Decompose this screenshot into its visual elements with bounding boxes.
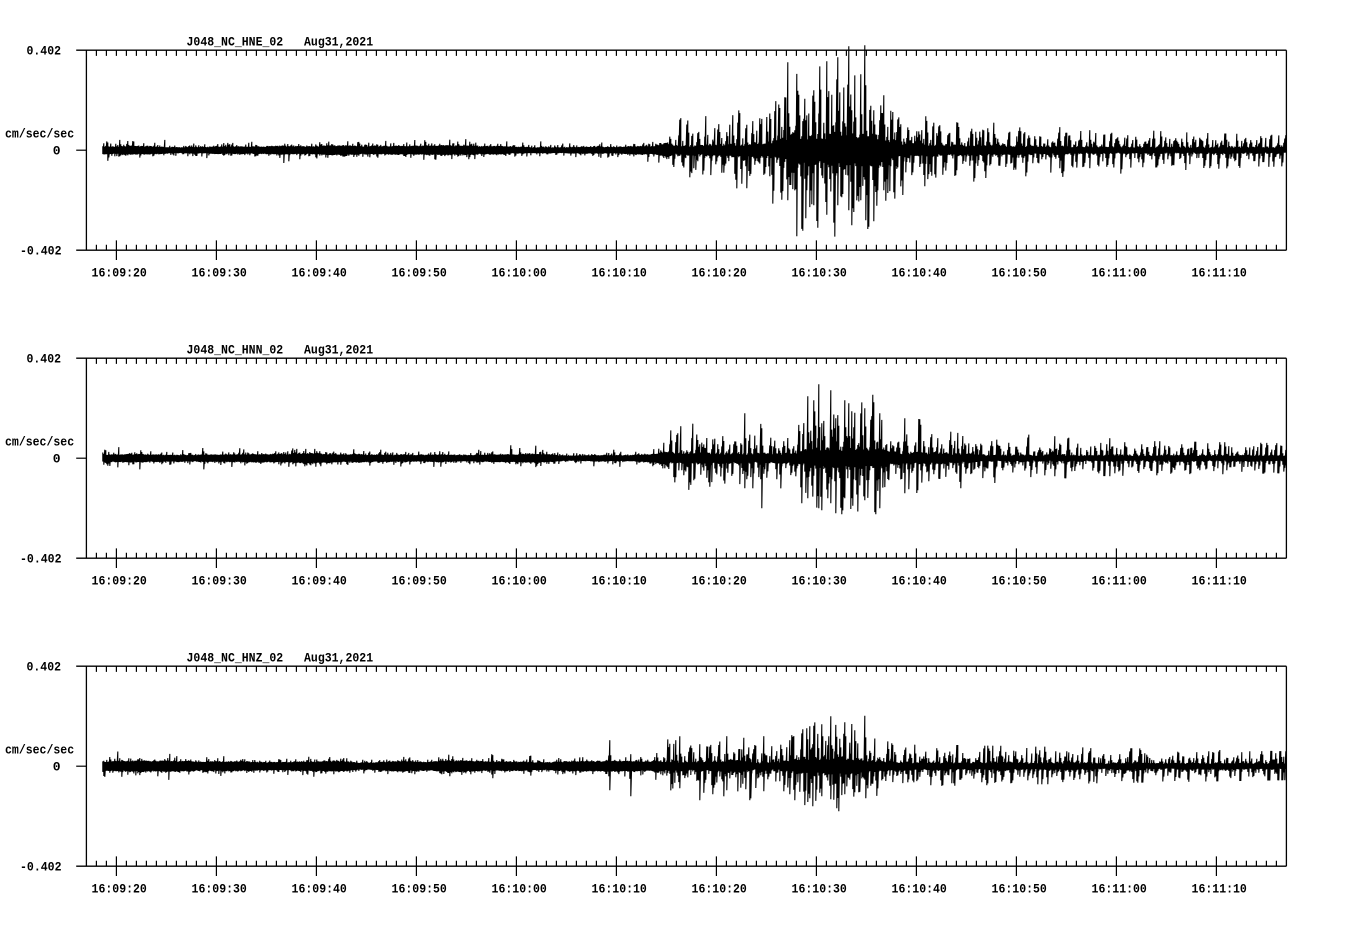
svg-text:16:11:10: 16:11:10 — [1192, 265, 1247, 280]
svg-text:16:10:40: 16:10:40 — [892, 881, 947, 896]
svg-text:0.402: 0.402 — [27, 43, 62, 58]
svg-text:16:10:00: 16:10:00 — [492, 573, 547, 588]
svg-text:J048_NC_HNZ_02: J048_NC_HNZ_02 — [187, 651, 284, 666]
svg-text:16:11:00: 16:11:00 — [1092, 265, 1147, 280]
svg-text:16:10:50: 16:10:50 — [992, 265, 1047, 280]
svg-text:16:10:20: 16:10:20 — [692, 573, 747, 588]
svg-text:16:10:20: 16:10:20 — [692, 881, 747, 896]
svg-text:16:09:20: 16:09:20 — [92, 881, 147, 896]
svg-text:J048_NC_HNE_02: J048_NC_HNE_02 — [187, 35, 284, 50]
svg-text:16:10:10: 16:10:10 — [592, 881, 647, 896]
svg-text:Aug31,2021: Aug31,2021 — [304, 651, 373, 666]
svg-text:0: 0 — [53, 144, 61, 159]
svg-text:16:09:40: 16:09:40 — [292, 573, 347, 588]
svg-text:16:11:10: 16:11:10 — [1192, 881, 1247, 896]
svg-text:16:09:50: 16:09:50 — [392, 881, 447, 896]
svg-text:cm/sec/sec: cm/sec/sec — [5, 127, 74, 142]
svg-text:16:10:20: 16:10:20 — [692, 265, 747, 280]
svg-text:0.402: 0.402 — [27, 351, 62, 366]
svg-text:16:09:30: 16:09:30 — [192, 573, 247, 588]
svg-text:16:10:30: 16:10:30 — [792, 573, 847, 588]
svg-text:Aug31,2021: Aug31,2021 — [304, 35, 373, 50]
svg-text:16:09:20: 16:09:20 — [92, 265, 147, 280]
svg-text:16:10:50: 16:10:50 — [992, 573, 1047, 588]
svg-text:0: 0 — [53, 452, 61, 467]
svg-text:0.402: 0.402 — [27, 659, 62, 674]
svg-text:16:09:30: 16:09:30 — [192, 265, 247, 280]
svg-text:16:10:40: 16:10:40 — [892, 265, 947, 280]
svg-text:16:10:30: 16:10:30 — [792, 265, 847, 280]
svg-text:J048_NC_HNN_02: J048_NC_HNN_02 — [187, 343, 284, 358]
svg-text:16:10:00: 16:10:00 — [492, 265, 547, 280]
svg-text:16:09:20: 16:09:20 — [92, 573, 147, 588]
svg-text:-0.402: -0.402 — [20, 244, 62, 259]
svg-text:16:10:50: 16:10:50 — [992, 881, 1047, 896]
svg-text:16:10:00: 16:10:00 — [492, 881, 547, 896]
svg-text:16:09:50: 16:09:50 — [392, 265, 447, 280]
svg-text:16:09:30: 16:09:30 — [192, 881, 247, 896]
svg-text:0: 0 — [53, 760, 61, 775]
svg-text:cm/sec/sec: cm/sec/sec — [5, 435, 74, 450]
svg-text:16:10:40: 16:10:40 — [892, 573, 947, 588]
svg-text:16:09:50: 16:09:50 — [392, 573, 447, 588]
svg-text:16:09:40: 16:09:40 — [292, 881, 347, 896]
svg-text:16:09:40: 16:09:40 — [292, 265, 347, 280]
svg-text:16:10:10: 16:10:10 — [592, 265, 647, 280]
svg-text:cm/sec/sec: cm/sec/sec — [5, 743, 74, 758]
svg-text:16:10:10: 16:10:10 — [592, 573, 647, 588]
svg-text:16:11:10: 16:11:10 — [1192, 573, 1247, 588]
svg-text:16:11:00: 16:11:00 — [1092, 881, 1147, 896]
svg-text:16:10:30: 16:10:30 — [792, 881, 847, 896]
svg-text:16:11:00: 16:11:00 — [1092, 573, 1147, 588]
svg-text:Aug31,2021: Aug31,2021 — [304, 343, 373, 358]
svg-text:-0.402: -0.402 — [20, 860, 62, 875]
svg-text:-0.402: -0.402 — [20, 552, 62, 567]
